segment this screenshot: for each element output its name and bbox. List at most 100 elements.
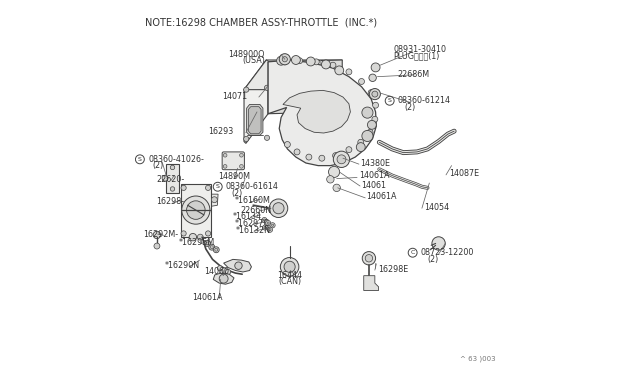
Circle shape xyxy=(264,135,269,140)
Text: 08360-41026-: 08360-41026- xyxy=(148,155,204,164)
Circle shape xyxy=(432,237,445,250)
Text: 22620-: 22620- xyxy=(156,175,184,184)
Circle shape xyxy=(291,55,300,64)
Circle shape xyxy=(244,137,249,141)
Circle shape xyxy=(264,227,266,229)
Polygon shape xyxy=(181,184,211,237)
Circle shape xyxy=(282,59,288,65)
Circle shape xyxy=(356,142,365,151)
Polygon shape xyxy=(248,107,261,134)
Circle shape xyxy=(181,185,186,190)
Text: 14061A: 14061A xyxy=(192,294,222,302)
Circle shape xyxy=(215,248,218,251)
Circle shape xyxy=(218,266,223,271)
Polygon shape xyxy=(211,194,218,206)
Circle shape xyxy=(294,149,300,155)
Circle shape xyxy=(262,225,268,230)
Circle shape xyxy=(346,69,352,75)
Circle shape xyxy=(213,247,219,253)
Polygon shape xyxy=(364,276,378,291)
Circle shape xyxy=(267,222,269,224)
Polygon shape xyxy=(244,60,342,90)
Text: *16295M: *16295M xyxy=(179,238,214,247)
Circle shape xyxy=(372,116,378,122)
Circle shape xyxy=(333,151,349,167)
Text: *16297C: *16297C xyxy=(235,219,269,228)
Circle shape xyxy=(328,166,340,177)
Text: ^ 63 )003: ^ 63 )003 xyxy=(460,356,496,362)
Circle shape xyxy=(358,78,364,84)
Text: (USA): (USA) xyxy=(243,56,265,65)
Text: 14061A: 14061A xyxy=(359,171,389,180)
Text: 14054: 14054 xyxy=(424,203,450,212)
Text: 16292M-: 16292M- xyxy=(143,230,178,239)
Text: (2): (2) xyxy=(152,161,164,170)
Circle shape xyxy=(362,251,376,265)
Circle shape xyxy=(279,54,291,65)
Circle shape xyxy=(219,274,228,283)
Circle shape xyxy=(369,89,380,100)
Text: *16290N: *16290N xyxy=(164,261,200,270)
Text: 16298-: 16298- xyxy=(156,197,184,206)
Circle shape xyxy=(223,153,227,157)
Circle shape xyxy=(314,59,319,65)
Text: 14087E: 14087E xyxy=(449,169,479,177)
Text: S: S xyxy=(388,98,392,103)
Circle shape xyxy=(266,221,271,226)
Circle shape xyxy=(273,203,284,214)
Circle shape xyxy=(223,164,227,168)
Text: S: S xyxy=(216,184,220,189)
Text: 14071: 14071 xyxy=(223,92,248,101)
Text: (2): (2) xyxy=(428,255,439,264)
Circle shape xyxy=(333,184,340,192)
Circle shape xyxy=(276,56,285,65)
Circle shape xyxy=(306,154,312,160)
Text: 14890M: 14890M xyxy=(218,172,250,181)
Text: C: C xyxy=(410,250,415,255)
Circle shape xyxy=(244,87,249,92)
Text: 16444: 16444 xyxy=(277,271,302,280)
Circle shape xyxy=(269,199,288,218)
Polygon shape xyxy=(268,60,342,114)
Polygon shape xyxy=(244,60,268,143)
Text: *16160M: *16160M xyxy=(235,196,271,205)
Circle shape xyxy=(206,242,209,245)
Circle shape xyxy=(181,231,186,236)
Circle shape xyxy=(211,246,213,248)
Circle shape xyxy=(307,57,315,66)
Circle shape xyxy=(369,74,376,81)
Circle shape xyxy=(239,153,243,157)
Text: *16134: *16134 xyxy=(233,212,262,221)
Circle shape xyxy=(205,185,211,190)
Polygon shape xyxy=(246,105,263,135)
Circle shape xyxy=(162,175,168,181)
Circle shape xyxy=(335,66,344,75)
Text: 148900Q: 148900Q xyxy=(228,50,265,59)
Text: PLUGプラグ(1): PLUGプラグ(1) xyxy=(394,52,440,61)
Circle shape xyxy=(264,85,269,90)
Text: 22686M: 22686M xyxy=(398,70,430,78)
Circle shape xyxy=(372,91,378,97)
Circle shape xyxy=(270,223,275,228)
Circle shape xyxy=(154,243,160,249)
Circle shape xyxy=(211,197,218,203)
Text: (2): (2) xyxy=(404,103,416,112)
Circle shape xyxy=(372,102,378,108)
Text: 22660N: 22660N xyxy=(240,206,271,215)
Circle shape xyxy=(222,268,227,273)
Text: 14061: 14061 xyxy=(361,181,386,190)
Text: 16298E: 16298E xyxy=(378,264,409,273)
Circle shape xyxy=(271,224,274,227)
Text: NOTE:16298 CHAMBER ASSY-THROTTLE  (INC.*): NOTE:16298 CHAMBER ASSY-THROTTLE (INC.*) xyxy=(145,17,377,28)
Circle shape xyxy=(284,261,295,272)
Circle shape xyxy=(268,227,273,232)
Circle shape xyxy=(189,234,196,241)
Circle shape xyxy=(197,234,204,240)
Circle shape xyxy=(367,129,373,135)
Circle shape xyxy=(358,139,364,145)
Circle shape xyxy=(235,262,242,269)
Circle shape xyxy=(187,201,205,219)
Polygon shape xyxy=(213,273,234,284)
Circle shape xyxy=(321,60,330,69)
Text: 08931-30410: 08931-30410 xyxy=(394,45,446,54)
